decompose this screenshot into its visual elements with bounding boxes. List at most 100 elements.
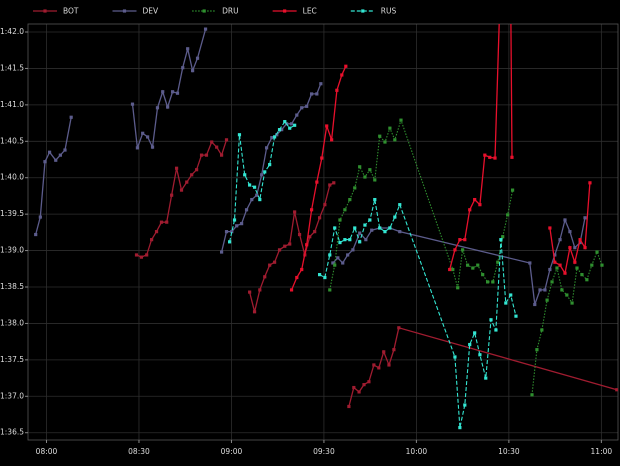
point: [378, 134, 382, 138]
point: [580, 273, 584, 277]
point: [388, 126, 392, 130]
y-tick-label: 1:41.5: [0, 63, 24, 72]
point: [63, 148, 67, 152]
point: [393, 215, 397, 219]
y-tick-label: 1:38.5: [0, 282, 24, 291]
point: [300, 106, 304, 110]
point: [555, 266, 559, 270]
point: [357, 390, 361, 394]
point: [373, 178, 377, 182]
point: [478, 353, 482, 357]
y-tick-label: 1:40.0: [0, 173, 24, 182]
legend-label: RUS: [381, 7, 397, 16]
point: [328, 253, 332, 257]
point: [237, 133, 242, 137]
point: [174, 166, 179, 170]
point: [170, 193, 174, 197]
point: [348, 238, 352, 242]
point: [548, 267, 552, 272]
point: [344, 64, 348, 68]
y-tick-label: 1:41.0: [0, 100, 24, 109]
point: [280, 128, 284, 132]
point: [289, 122, 294, 126]
point: [540, 328, 544, 332]
point: [398, 230, 402, 234]
point: [224, 138, 229, 142]
point: [368, 168, 372, 172]
point: [320, 156, 324, 160]
point: [383, 140, 387, 144]
point: [353, 186, 357, 190]
point: [243, 173, 247, 177]
legend-marker: [202, 9, 206, 13]
point: [230, 230, 234, 234]
point: [448, 267, 452, 272]
point: [165, 220, 169, 224]
legend-marker: [122, 9, 127, 13]
point: [578, 240, 582, 245]
point: [595, 250, 599, 254]
point: [328, 183, 332, 187]
x-tick-label: 10:00: [406, 447, 428, 456]
y-tick-label: 1:38.0: [0, 318, 24, 327]
point: [170, 90, 175, 94]
point: [362, 383, 366, 387]
point: [575, 266, 579, 270]
point: [203, 27, 208, 31]
point: [514, 314, 518, 318]
point: [258, 197, 262, 202]
point: [315, 92, 319, 96]
point: [600, 263, 604, 267]
point: [308, 235, 312, 239]
point: [250, 197, 254, 202]
point: [191, 69, 195, 73]
point: [535, 348, 539, 352]
point: [288, 126, 292, 130]
y-tick-label: 1:37.5: [0, 355, 24, 364]
point: [388, 226, 392, 230]
point: [141, 131, 145, 135]
point: [370, 228, 374, 232]
point: [463, 403, 467, 407]
point: [453, 355, 457, 359]
point: [548, 226, 552, 230]
point: [283, 244, 287, 248]
series-line: [329, 118, 603, 395]
point: [563, 271, 567, 275]
point: [585, 278, 589, 282]
point: [590, 263, 594, 267]
point: [363, 175, 367, 179]
point: [268, 263, 272, 267]
x-tick-label: 09:00: [221, 447, 243, 456]
legend-marker: [283, 9, 287, 13]
point: [232, 218, 237, 222]
point: [494, 328, 498, 332]
point: [367, 380, 371, 384]
point: [568, 246, 572, 250]
point: [186, 47, 190, 51]
point: [277, 128, 282, 132]
point: [293, 210, 297, 214]
point: [258, 288, 262, 292]
point: [199, 153, 204, 157]
point: [275, 133, 279, 137]
point: [351, 248, 355, 252]
point: [330, 138, 334, 142]
point: [215, 145, 219, 149]
point: [573, 260, 577, 264]
ticks: 1:36.5 1:37.0 1:37.5 1:38.0 1:38.5 1:39.0 1:39…: [0, 27, 612, 456]
point: [615, 388, 618, 392]
point: [456, 286, 460, 290]
y-tick-label: 1:42.0: [0, 27, 24, 36]
point: [273, 135, 277, 139]
point: [300, 267, 304, 272]
point: [382, 350, 386, 354]
point: [338, 240, 342, 245]
plot-area: [34, 24, 618, 430]
point: [504, 301, 508, 305]
point: [130, 102, 135, 106]
point: [506, 213, 510, 217]
point: [195, 168, 199, 172]
point: [155, 106, 160, 110]
point: [277, 248, 282, 252]
